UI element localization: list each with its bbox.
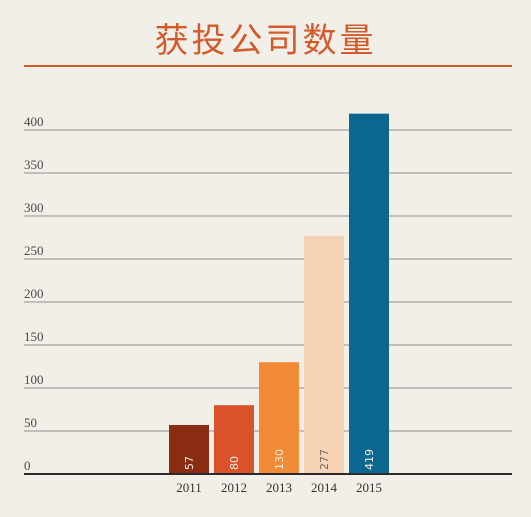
bars xyxy=(169,113,389,474)
bar-2011 xyxy=(169,424,209,474)
x-tick-label-2014: 2014 xyxy=(311,480,338,495)
labels: 0 50 100 150 200 250 300 350 400 2011 57 2012 80 2013… xyxy=(24,114,382,495)
y-tick-label-300: 300 xyxy=(24,200,44,215)
y-tick-label-150: 150 xyxy=(24,329,44,344)
x-tick-label-2015: 2015 xyxy=(356,480,382,495)
x-tick-label-2012: 2012 xyxy=(221,480,247,495)
bar-2012 xyxy=(214,405,254,474)
x-tick-label-2013: 2013 xyxy=(266,480,292,495)
bar-2015 xyxy=(349,113,389,474)
y-tick-label-250: 250 xyxy=(24,243,44,258)
value-label-2015: 419 xyxy=(363,449,376,470)
y-tick-label-350: 350 xyxy=(24,157,44,172)
y-tick-label-0: 0 xyxy=(24,458,31,473)
value-label-2013: 130 xyxy=(273,449,286,470)
y-tick-label-200: 200 xyxy=(24,286,44,301)
y-tick-label-50: 50 xyxy=(24,415,37,430)
bar-2013 xyxy=(259,362,299,474)
value-label-2014: 277 xyxy=(318,449,331,470)
value-label-2011: 57 xyxy=(183,456,196,470)
chart-title: 获投公司数量 xyxy=(154,21,377,61)
value-label-2012: 80 xyxy=(228,456,241,470)
x-tick-label-2011: 2011 xyxy=(176,480,202,495)
y-tick-label-400: 400 xyxy=(24,114,44,129)
y-tick-label-100: 100 xyxy=(24,372,44,387)
bar-2014 xyxy=(304,235,344,474)
